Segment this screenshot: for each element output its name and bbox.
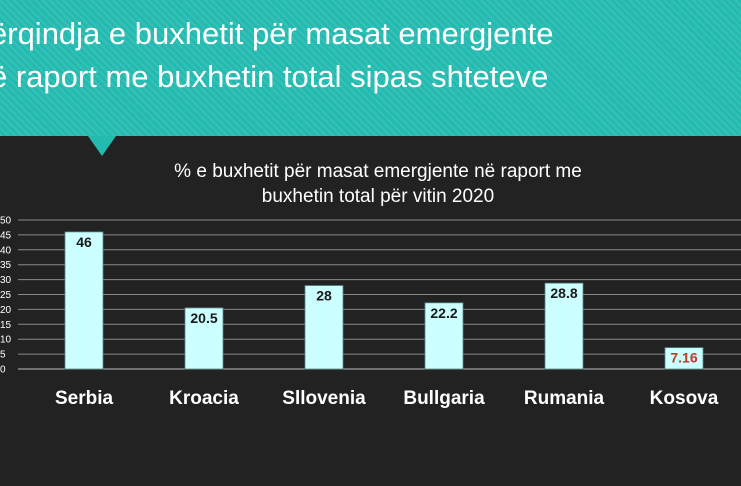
data-label-bullgaria: 22.2 (430, 305, 457, 321)
bar-kosova (664, 347, 704, 370)
y-tick-label: 40 (0, 245, 12, 256)
x-tick-label-rumania: Rumania (524, 388, 605, 409)
data-label-serbia: 46 (76, 234, 92, 250)
y-tick-label: 25 (0, 290, 12, 301)
page-title-line-2: ë raport me buxhetin total sipas shtetev… (0, 59, 549, 94)
data-label-kroacia: 20.5 (190, 310, 217, 326)
y-axis-ticks: 0 5 10 15 20 25 30 35 40 45 50 (0, 216, 12, 376)
y-tick-label: 10 (0, 335, 12, 346)
banner-pointer (88, 136, 116, 156)
bar-kroacia (184, 307, 224, 370)
y-tick-label: 15 (0, 320, 12, 331)
page-title-line-1: ërqindja e buxhetit për masat emergjente (0, 16, 554, 51)
x-tick-label-serbia: Serbia (55, 388, 114, 409)
gridlines (18, 219, 741, 370)
y-tick-label: 35 (0, 260, 12, 271)
bars (64, 231, 704, 370)
bar-serbia (64, 231, 104, 370)
x-axis-categories: Serbia Kroacia Sllovenia Bullgaria Rumania Ko… (55, 388, 719, 409)
y-tick-label: 50 (0, 216, 12, 227)
title-banner (0, 0, 741, 136)
x-tick-label-sllovenia: Sllovenia (282, 388, 366, 409)
y-tick-label: 45 (0, 230, 12, 241)
data-label-rumania: 28.8 (550, 285, 577, 301)
chart-title-line-2: buxhetin total për vitin 2020 (262, 186, 494, 207)
y-tick-label: 30 (0, 275, 12, 286)
data-label-kosova: 7.16 (670, 350, 697, 366)
bar-rumania (544, 282, 584, 370)
data-label-sllovenia: 28 (316, 288, 332, 304)
x-tick-label-kosova: Kosova (650, 388, 719, 409)
x-tick-label-kroacia: Kroacia (169, 388, 239, 409)
chart-title-line-1: % e buxhetit për masat emergjente në rap… (174, 161, 582, 182)
y-tick-label: 20 (0, 305, 12, 316)
bar-chart: % e buxhetit për masat emergjente në rap… (0, 161, 741, 409)
y-tick-label: 5 (0, 350, 6, 361)
x-tick-label-bullgaria: Bullgaria (403, 388, 485, 409)
bar-bullgaria (424, 302, 464, 370)
bar-sllovenia (304, 285, 344, 370)
y-tick-label: 0 (0, 365, 6, 376)
data-labels: 46 20.5 28 22.2 28.8 7.16 (76, 234, 698, 366)
